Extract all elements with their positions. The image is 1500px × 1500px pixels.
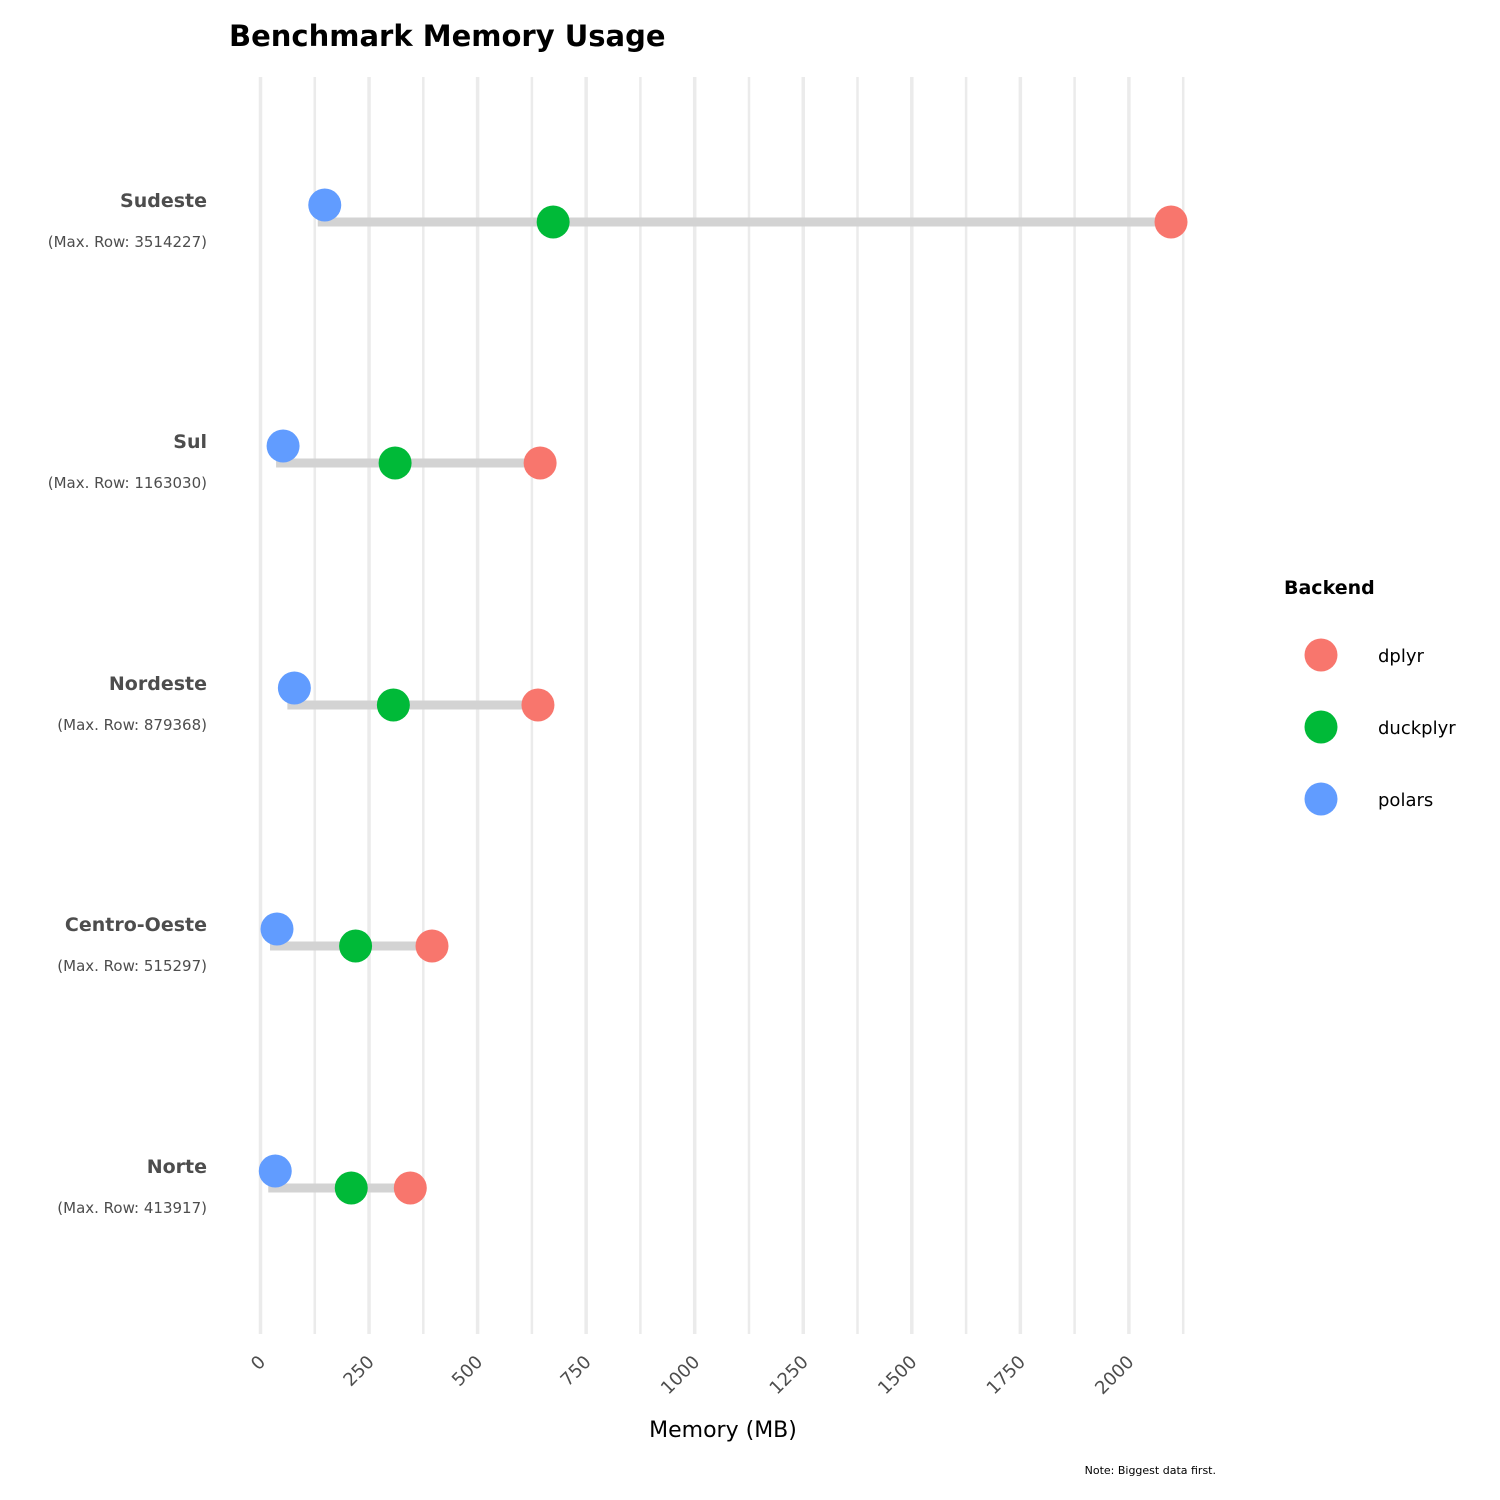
point-duckplyr bbox=[378, 446, 412, 480]
point-dplyr bbox=[393, 1171, 427, 1205]
legend-key-dplyr bbox=[1304, 638, 1338, 672]
point-duckplyr bbox=[376, 688, 410, 722]
category-sublabel: (Max. Row: 413917) bbox=[57, 1199, 207, 1217]
category-label: Sul bbox=[173, 431, 207, 453]
x-tick-label: 1250 bbox=[766, 1352, 813, 1399]
category-labels: Sudeste (Max. Row: 3514227) Sul (Max. Row: … bbox=[48, 190, 207, 1217]
grid bbox=[258, 77, 1185, 1334]
caption-note: Note: Biggest data first. bbox=[1085, 1464, 1216, 1477]
legend-key-polars bbox=[1304, 782, 1338, 816]
category-label: Norte bbox=[147, 1156, 207, 1178]
legend: Backend dplyr duckplyr polars bbox=[1284, 577, 1456, 816]
data-points bbox=[258, 188, 1188, 1205]
category-sublabel: (Max. Row: 3514227) bbox=[48, 233, 207, 251]
point-polars bbox=[266, 429, 300, 463]
category-sublabel: (Max. Row: 879368) bbox=[57, 716, 207, 734]
category-label: Nordeste bbox=[109, 673, 207, 695]
category-sublabel: (Max. Row: 515297) bbox=[57, 957, 207, 975]
point-duckplyr bbox=[536, 205, 570, 239]
point-polars bbox=[277, 671, 311, 705]
chart-title: Benchmark Memory Usage bbox=[229, 19, 666, 53]
x-tick-label: 750 bbox=[557, 1352, 596, 1391]
x-tick-label: 1500 bbox=[874, 1352, 921, 1399]
x-tick-label: 2000 bbox=[1091, 1352, 1138, 1399]
point-polars bbox=[260, 912, 294, 946]
category-sublabel: (Max. Row: 1163030) bbox=[48, 474, 207, 492]
legend-key-duckplyr bbox=[1304, 710, 1338, 744]
legend-title: Backend bbox=[1284, 577, 1375, 599]
point-dplyr bbox=[415, 929, 449, 963]
x-tick-label: 250 bbox=[339, 1352, 378, 1391]
point-dplyr bbox=[523, 446, 557, 480]
legend-label: polars bbox=[1378, 790, 1433, 811]
point-duckplyr bbox=[339, 929, 373, 963]
legend-label: duckplyr bbox=[1378, 718, 1456, 739]
point-duckplyr bbox=[334, 1171, 368, 1205]
category-label: Sudeste bbox=[120, 190, 207, 212]
x-tick-label: 1000 bbox=[657, 1352, 704, 1399]
x-tick-labels: 0 250 500 750 1000 1250 1500 1750 2000 bbox=[247, 1352, 1138, 1399]
point-dplyr bbox=[1154, 205, 1188, 239]
x-tick-label: 0 bbox=[247, 1352, 270, 1375]
legend-label: dplyr bbox=[1378, 646, 1425, 667]
point-polars bbox=[308, 188, 342, 222]
point-dplyr bbox=[521, 688, 555, 722]
point-polars bbox=[258, 1154, 292, 1188]
x-axis-title: Memory (MB) bbox=[649, 1418, 797, 1443]
x-tick-label: 1750 bbox=[983, 1352, 1030, 1399]
x-tick-label: 500 bbox=[448, 1352, 487, 1391]
category-label: Centro-Oeste bbox=[65, 914, 207, 936]
